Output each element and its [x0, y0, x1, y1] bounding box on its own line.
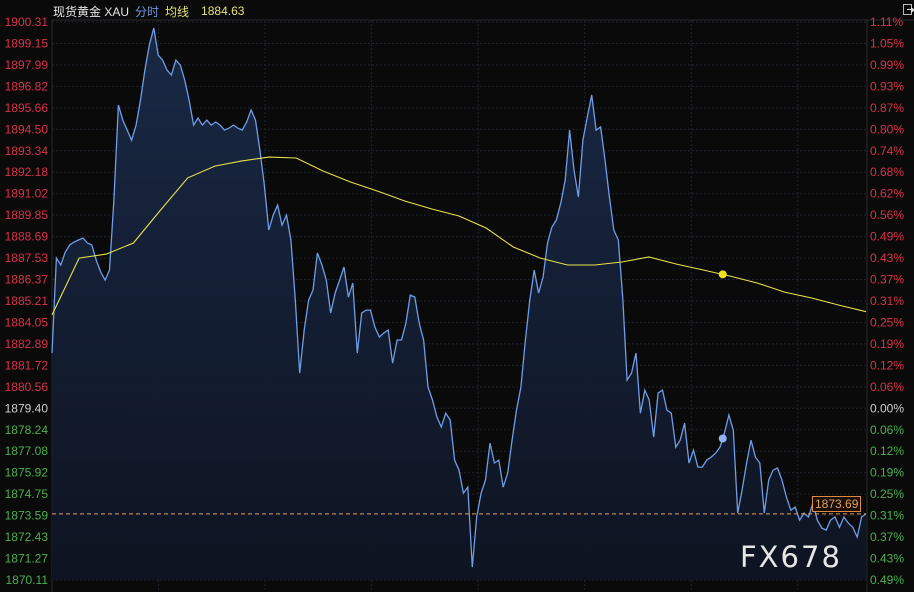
right-tick-label: 0.25% — [870, 487, 904, 501]
exit-fullscreen-icon[interactable] — [903, 4, 914, 15]
right-tick-label: 0.99% — [870, 58, 904, 72]
right-tick-label: 0.37% — [870, 530, 904, 544]
right-tick-label: 0.00% — [870, 401, 904, 415]
left-tick-label: 1895.66 — [5, 101, 49, 115]
right-tick-label: 0.25% — [870, 315, 904, 329]
right-tick-label: 0.74% — [870, 144, 904, 158]
right-tick-label: 0.12% — [870, 444, 904, 458]
left-tick-label: 1886.37 — [5, 273, 49, 287]
left-tick-label: 1881.72 — [5, 358, 49, 372]
left-tick-label: 1872.43 — [5, 530, 49, 544]
right-tick-label: 0.31% — [870, 509, 904, 523]
avg-line-legend: 均线 — [165, 4, 190, 19]
left-tick-label: 1887.53 — [5, 251, 49, 265]
watermark-logo: FX678 — [740, 540, 842, 574]
left-tick-label: 1897.99 — [5, 58, 49, 72]
right-tick-label: 0.49% — [870, 573, 904, 587]
price-line — [51, 27, 867, 568]
last-price-label: 1873.69 — [812, 496, 862, 512]
right-tick-label: 0.43% — [870, 251, 904, 265]
left-tick-label: 1892.18 — [5, 165, 49, 179]
right-tick-label: 0.49% — [870, 230, 904, 244]
left-tick-label: 1885.21 — [5, 294, 49, 308]
right-axis: 1.11% 1.05% 0.99% 0.93% 0.87% 0.80% 0.74% 0.68%… — [870, 15, 904, 587]
left-tick-label: 1878.24 — [5, 423, 49, 437]
left-tick-label: 1891.02 — [5, 187, 49, 201]
left-tick-label: 1896.82 — [5, 79, 49, 93]
avg-line — [51, 156, 867, 316]
price-area-fill — [52, 28, 866, 581]
left-tick-label: 1889.85 — [5, 208, 49, 222]
left-tick-label: 1884.05 — [5, 315, 49, 329]
right-tick-label: 0.19% — [870, 337, 904, 351]
left-tick-label: 1870.11 — [6, 573, 49, 587]
right-tick-label: 0.12% — [870, 358, 904, 372]
left-tick-label: 1879.40 — [5, 401, 49, 415]
left-tick-label: 1871.27 — [5, 552, 49, 566]
right-tick-label: 0.06% — [870, 380, 904, 394]
instrument-name: 现货黄金 XAU — [53, 4, 130, 19]
left-tick-label: 1877.08 — [5, 444, 49, 458]
right-tick-label: 0.93% — [870, 79, 904, 93]
right-tick-label: 0.87% — [870, 101, 904, 115]
left-tick-label: 1874.75 — [5, 487, 49, 501]
left-tick-label: 1882.89 — [5, 337, 49, 351]
left-tick-label: 1880.56 — [5, 380, 49, 394]
chart-mode-label[interactable]: 分时 — [135, 4, 160, 19]
right-tick-label: 0.31% — [870, 294, 904, 308]
right-tick-label: 0.56% — [870, 208, 904, 222]
left-tick-label: 1900.31 — [5, 15, 49, 29]
right-tick-label: 0.68% — [870, 165, 904, 179]
left-tick-label: 1893.34 — [5, 144, 49, 158]
left-tick-label: 1873.59 — [5, 509, 49, 523]
series-lines — [51, 27, 867, 568]
right-tick-label: 0.37% — [870, 273, 904, 287]
avg-line-value: 1884.63 — [201, 4, 245, 18]
right-tick-label: 0.06% — [870, 423, 904, 437]
left-tick-label: 1875.92 — [5, 466, 49, 480]
right-tick-label: 0.19% — [870, 466, 904, 480]
left-tick-label: 1899.15 — [5, 36, 49, 50]
right-tick-label: 0.62% — [870, 187, 904, 201]
right-tick-label: 1.11% — [870, 15, 903, 29]
right-tick-label: 0.43% — [870, 552, 904, 566]
left-tick-label: 1894.50 — [5, 122, 49, 136]
chart-header: 现货黄金 XAU 分时 均线 1884.63 — [53, 3, 244, 19]
left-axis: 1900.31 1899.15 1897.99 1896.82 1895.66 1894.… — [5, 15, 49, 587]
avg-marker-dot — [718, 270, 727, 279]
price-marker-dot — [718, 434, 727, 443]
right-tick-label: 0.80% — [870, 122, 904, 136]
left-tick-label: 1888.69 — [5, 230, 49, 244]
price-area — [52, 28, 866, 581]
right-tick-label: 1.05% — [870, 36, 904, 50]
